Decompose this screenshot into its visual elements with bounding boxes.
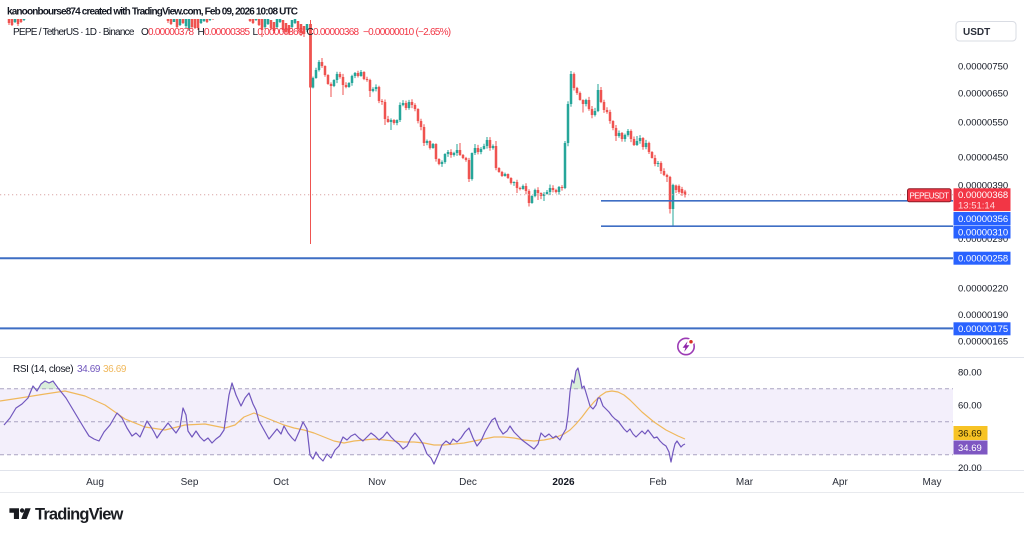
svg-text:60.00: 60.00	[958, 400, 982, 411]
svg-text:2026: 2026	[552, 477, 575, 488]
svg-text:0.00000175: 0.00000175	[958, 324, 1008, 335]
svg-text:20.00: 20.00	[958, 463, 982, 474]
svg-text:O0.00000378: O0.00000378	[141, 27, 195, 38]
svg-text:RSI (14, close): RSI (14, close)	[13, 364, 73, 375]
svg-text:80.00: 80.00	[958, 367, 982, 378]
svg-text:Oct: Oct	[273, 477, 289, 488]
svg-text:L0.00000366: L0.00000366	[253, 27, 304, 38]
svg-text:36.69: 36.69	[958, 428, 982, 439]
svg-text:13:51:14: 13:51:14	[958, 201, 995, 212]
svg-text:PEPEUSDT: PEPEUSDT	[909, 192, 949, 201]
svg-text:Dec: Dec	[459, 477, 477, 488]
svg-text:−0.00000010 (−2.65%): −0.00000010 (−2.65%)	[363, 27, 451, 38]
svg-text:0.00000310: 0.00000310	[958, 227, 1008, 238]
svg-text:H0.00000385: H0.00000385	[198, 27, 251, 38]
svg-text:34.69: 34.69	[77, 364, 101, 375]
svg-text:34.69: 34.69	[958, 443, 982, 454]
svg-text:May: May	[923, 477, 942, 488]
svg-text:0.00000258: 0.00000258	[958, 254, 1008, 265]
svg-text:0.00000220: 0.00000220	[958, 283, 1008, 294]
svg-text:0.00000390: 0.00000390	[958, 180, 1008, 191]
svg-text:0.00000550: 0.00000550	[958, 117, 1008, 128]
svg-text:0.00000450: 0.00000450	[958, 152, 1008, 163]
svg-text:PEPE / TetherUS · 1D · Binance: PEPE / TetherUS · 1D · Binance	[13, 27, 135, 38]
svg-text:0.00000750: 0.00000750	[958, 61, 1008, 72]
svg-text:0.00000165: 0.00000165	[958, 336, 1008, 347]
svg-text:0.00000190: 0.00000190	[958, 310, 1008, 321]
svg-text:USDT: USDT	[963, 27, 990, 38]
svg-text:Nov: Nov	[368, 477, 386, 488]
svg-text:Apr: Apr	[832, 477, 848, 488]
svg-text:C0.00000368: C0.00000368	[307, 27, 360, 38]
svg-text:TradingView: TradingView	[35, 506, 124, 524]
svg-text:0.00000650: 0.00000650	[958, 88, 1008, 99]
svg-text:36.69: 36.69	[103, 364, 127, 375]
svg-text:Mar: Mar	[736, 477, 754, 488]
svg-text:Feb: Feb	[649, 477, 667, 488]
svg-text:kanoonbourse874 created with T: kanoonbourse874 created with TradingView…	[7, 7, 298, 18]
svg-text:0.00000290: 0.00000290	[958, 234, 1008, 245]
svg-text:Aug: Aug	[86, 477, 104, 488]
svg-text:0.00000356: 0.00000356	[958, 214, 1008, 225]
svg-text:Sep: Sep	[181, 477, 199, 488]
svg-text:0.00000368: 0.00000368	[958, 190, 1008, 201]
